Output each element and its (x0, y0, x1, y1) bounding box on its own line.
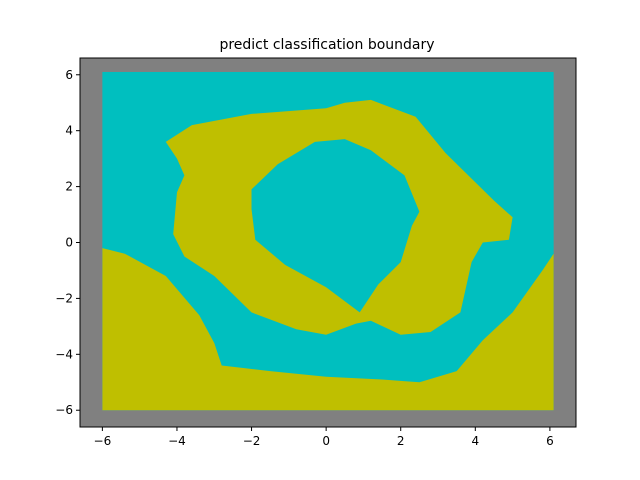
y-tick-label: 0 (65, 236, 73, 250)
y-tick-label: −2 (55, 291, 73, 305)
y-tick-label: 2 (65, 180, 73, 194)
y-tick-label: −6 (55, 403, 73, 417)
class-1-region-ring (165, 99, 513, 335)
y-axis: −6 −4 −2 0 2 4 6 (55, 68, 80, 417)
x-tick-label: −4 (168, 434, 186, 448)
x-axis: −6 −4 −2 0 2 4 6 (94, 427, 554, 448)
chart-title: predict classification boundary (219, 37, 434, 53)
x-tick-label: 0 (322, 434, 330, 448)
x-tick-label: 2 (397, 434, 405, 448)
class-1-region-bottom-band (102, 248, 554, 411)
plot-area (79, 57, 577, 428)
y-tick-label: 6 (65, 68, 73, 82)
y-tick-label: 4 (65, 124, 73, 138)
y-tick-label: −4 (55, 347, 73, 361)
x-tick-label: −6 (94, 434, 112, 448)
x-tick-label: 6 (546, 434, 554, 448)
x-tick-label: −2 (243, 434, 261, 448)
x-tick-label: 4 (471, 434, 479, 448)
